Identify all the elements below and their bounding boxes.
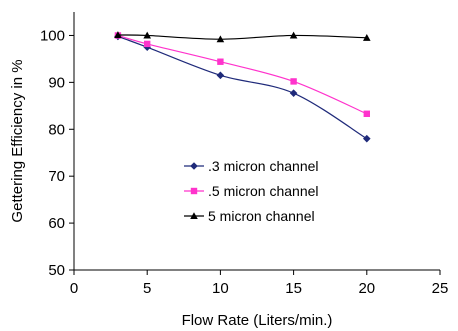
series-line	[117, 34, 368, 115]
legend-label: .5 micron channel	[208, 183, 319, 199]
x-ticks: 0 5 10 15 20 25	[70, 270, 449, 297]
data-point	[363, 134, 371, 143]
data-point	[363, 110, 370, 117]
series-3	[114, 31, 371, 43]
data-point	[216, 71, 225, 80]
data-point	[144, 40, 151, 48]
legend-item: 5 micron channel	[184, 208, 315, 224]
y-axis-title: Gettering Efficiency in %	[9, 59, 26, 222]
legend-item: .3 micron channel	[184, 158, 319, 174]
y-tick-label: 100	[40, 27, 65, 44]
x-tick-label: 15	[285, 280, 302, 297]
data-point	[143, 43, 151, 51]
data-point	[217, 58, 224, 65]
y-tick-label: 60	[48, 215, 65, 232]
series-layer	[114, 31, 371, 143]
data-point	[216, 35, 225, 43]
data-point	[143, 31, 151, 39]
data-point	[289, 31, 298, 39]
x-tick-label: 20	[358, 280, 375, 297]
x-tick-label: 10	[212, 280, 229, 297]
data-point	[289, 89, 298, 97]
y-tick-label: 80	[48, 121, 65, 138]
legend-item: .5 micron channel	[184, 183, 319, 199]
series-line	[117, 34, 367, 40]
legend-marker	[190, 212, 198, 220]
series-1	[114, 32, 371, 143]
legend: .3 micron channel .5 micron channel 5 micr…	[184, 158, 319, 224]
plot-area: 50 60 70 80 90 100 0 5 10 15 20 25	[40, 12, 448, 297]
series-2	[114, 32, 370, 117]
legend-marker	[190, 187, 198, 195]
data-point	[114, 31, 122, 39]
y-tick-label: 90	[48, 74, 65, 91]
y-tick-label: 50	[48, 262, 65, 279]
legend-marker	[190, 162, 198, 170]
x-tick-label: 25	[432, 280, 449, 297]
y-tick-label: 70	[48, 168, 65, 185]
series-line	[117, 35, 368, 140]
legend-label: 5 micron channel	[208, 208, 315, 224]
x-tick-label: 0	[70, 280, 78, 297]
data-point	[363, 34, 371, 41]
data-point	[290, 78, 297, 85]
x-tick-label: 5	[143, 280, 151, 297]
legend-label: .3 micron channel	[208, 158, 319, 174]
y-ticks: 50 60 70 80 90 100	[40, 27, 74, 279]
x-axis-title: Flow Rate (Liters/min.)	[182, 312, 333, 329]
